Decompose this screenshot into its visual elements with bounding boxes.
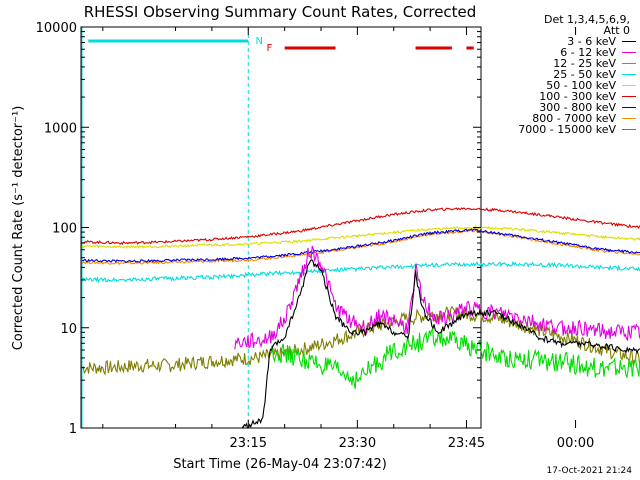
- legend-header-attenuator: Att 0: [603, 24, 630, 37]
- axis-ticks: 11010010001000023:1523:3023:4500:0000:15…: [36, 21, 595, 451]
- legend: Det 1,3,4,5,6,9, Att 0 3 - 6 keV 6 - 12 k…: [484, 14, 636, 135]
- chart-title: RHESSI Observing Summary Count Rates, Co…: [84, 3, 477, 21]
- x-tick-label: 23:30: [339, 436, 376, 451]
- legend-label: 50 - 100 keV: [546, 79, 616, 92]
- series-line: [241, 259, 640, 429]
- legend-swatch: [622, 63, 636, 64]
- series-line: [81, 225, 640, 250]
- legend-entry: 25 - 50 keV: [484, 69, 636, 80]
- legend-label: 7000 - 15000 keV: [518, 123, 616, 136]
- x-axis-label: Start Time (26-May-04 23:07:42): [173, 457, 387, 472]
- series-line: [81, 260, 640, 284]
- series-lines: [81, 207, 640, 429]
- legend-entry: 800 - 7000 keV: [484, 113, 636, 124]
- legend-swatch: [622, 96, 636, 97]
- x-tick-label: 00:00: [557, 436, 594, 451]
- legend-swatch: [622, 107, 636, 108]
- legend-entry: 100 - 300 keV: [484, 91, 636, 102]
- legend-swatch: [622, 85, 636, 86]
- legend-header-detectors: Det 1,3,4,5,6,9,: [543, 13, 630, 26]
- legend-swatch: [622, 41, 636, 42]
- legend-entry: 50 - 100 keV: [484, 80, 636, 91]
- series-line: [234, 245, 640, 350]
- y-tick-label: 10: [60, 322, 77, 337]
- series-line: [81, 228, 640, 264]
- legend-label: 3 - 6 keV: [567, 35, 616, 48]
- legend-entry: 7000 - 15000 keV: [484, 124, 636, 135]
- y-tick-label: 10000: [36, 21, 77, 36]
- y-tick-label: 1: [69, 422, 77, 437]
- legend-entry: 12 - 25 keV: [484, 58, 636, 69]
- night-annotation: N: [256, 36, 263, 47]
- render-date: 17-Oct-2021 21:24: [546, 466, 632, 476]
- legend-entry: 6 - 12 keV: [484, 47, 636, 58]
- flag-bars: FN: [81, 27, 474, 428]
- legend-swatch: [622, 52, 636, 53]
- legend-label: 300 - 800 keV: [539, 101, 616, 114]
- x-tick-label: 23:45: [448, 436, 485, 451]
- legend-label: 6 - 12 keV: [560, 46, 616, 59]
- series-line: [270, 326, 640, 390]
- legend-swatch: [622, 118, 636, 119]
- flare-annotation: F: [266, 43, 272, 54]
- legend-label: 25 - 50 keV: [553, 68, 616, 81]
- legend-label: 100 - 300 keV: [539, 90, 616, 103]
- y-axis-label: Corrected Count Rate (s⁻¹ detector⁻¹): [11, 106, 26, 351]
- series-line: [82, 207, 640, 245]
- y-tick-label: 100: [52, 222, 77, 237]
- legend-entry: 3 - 6 keV: [484, 36, 636, 47]
- legend-entry: 300 - 800 keV: [484, 102, 636, 113]
- legend-label: 800 - 7000 keV: [532, 112, 616, 125]
- y-tick-label: 1000: [44, 121, 77, 136]
- x-tick-label: 23:15: [230, 436, 267, 451]
- legend-label: 12 - 25 keV: [553, 57, 616, 70]
- legend-swatch: [622, 74, 636, 75]
- legend-swatch: [622, 129, 636, 130]
- series-line: [81, 305, 640, 376]
